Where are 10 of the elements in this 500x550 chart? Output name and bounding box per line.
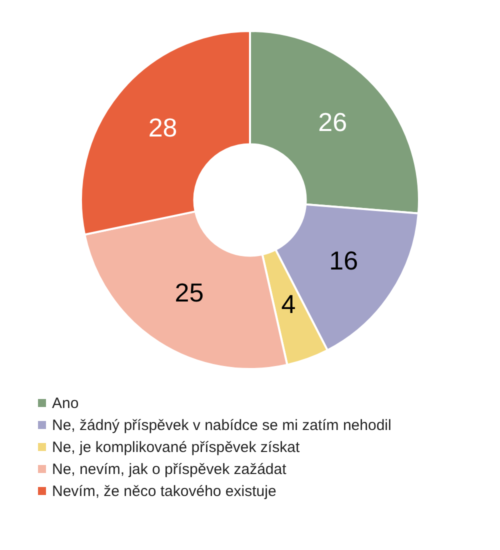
data-label: 25 — [174, 278, 204, 308]
legend-label: Ano — [52, 394, 79, 412]
data-label: 26 — [318, 106, 348, 137]
legend-label: Ne, žádný příspěvek v nabídce se mi zatím nehodil — [52, 416, 392, 434]
data-label: 4 — [281, 288, 296, 319]
legend-label: Nevím, že něco takového existuje — [52, 482, 276, 500]
data-label: 28 — [148, 112, 178, 142]
data-label: 16 — [329, 245, 358, 276]
legend-label: Ne, nevím, jak o příspěvek zažádat — [52, 460, 286, 478]
legend-label: Ne, je komplikované příspěvek získat — [52, 438, 300, 456]
